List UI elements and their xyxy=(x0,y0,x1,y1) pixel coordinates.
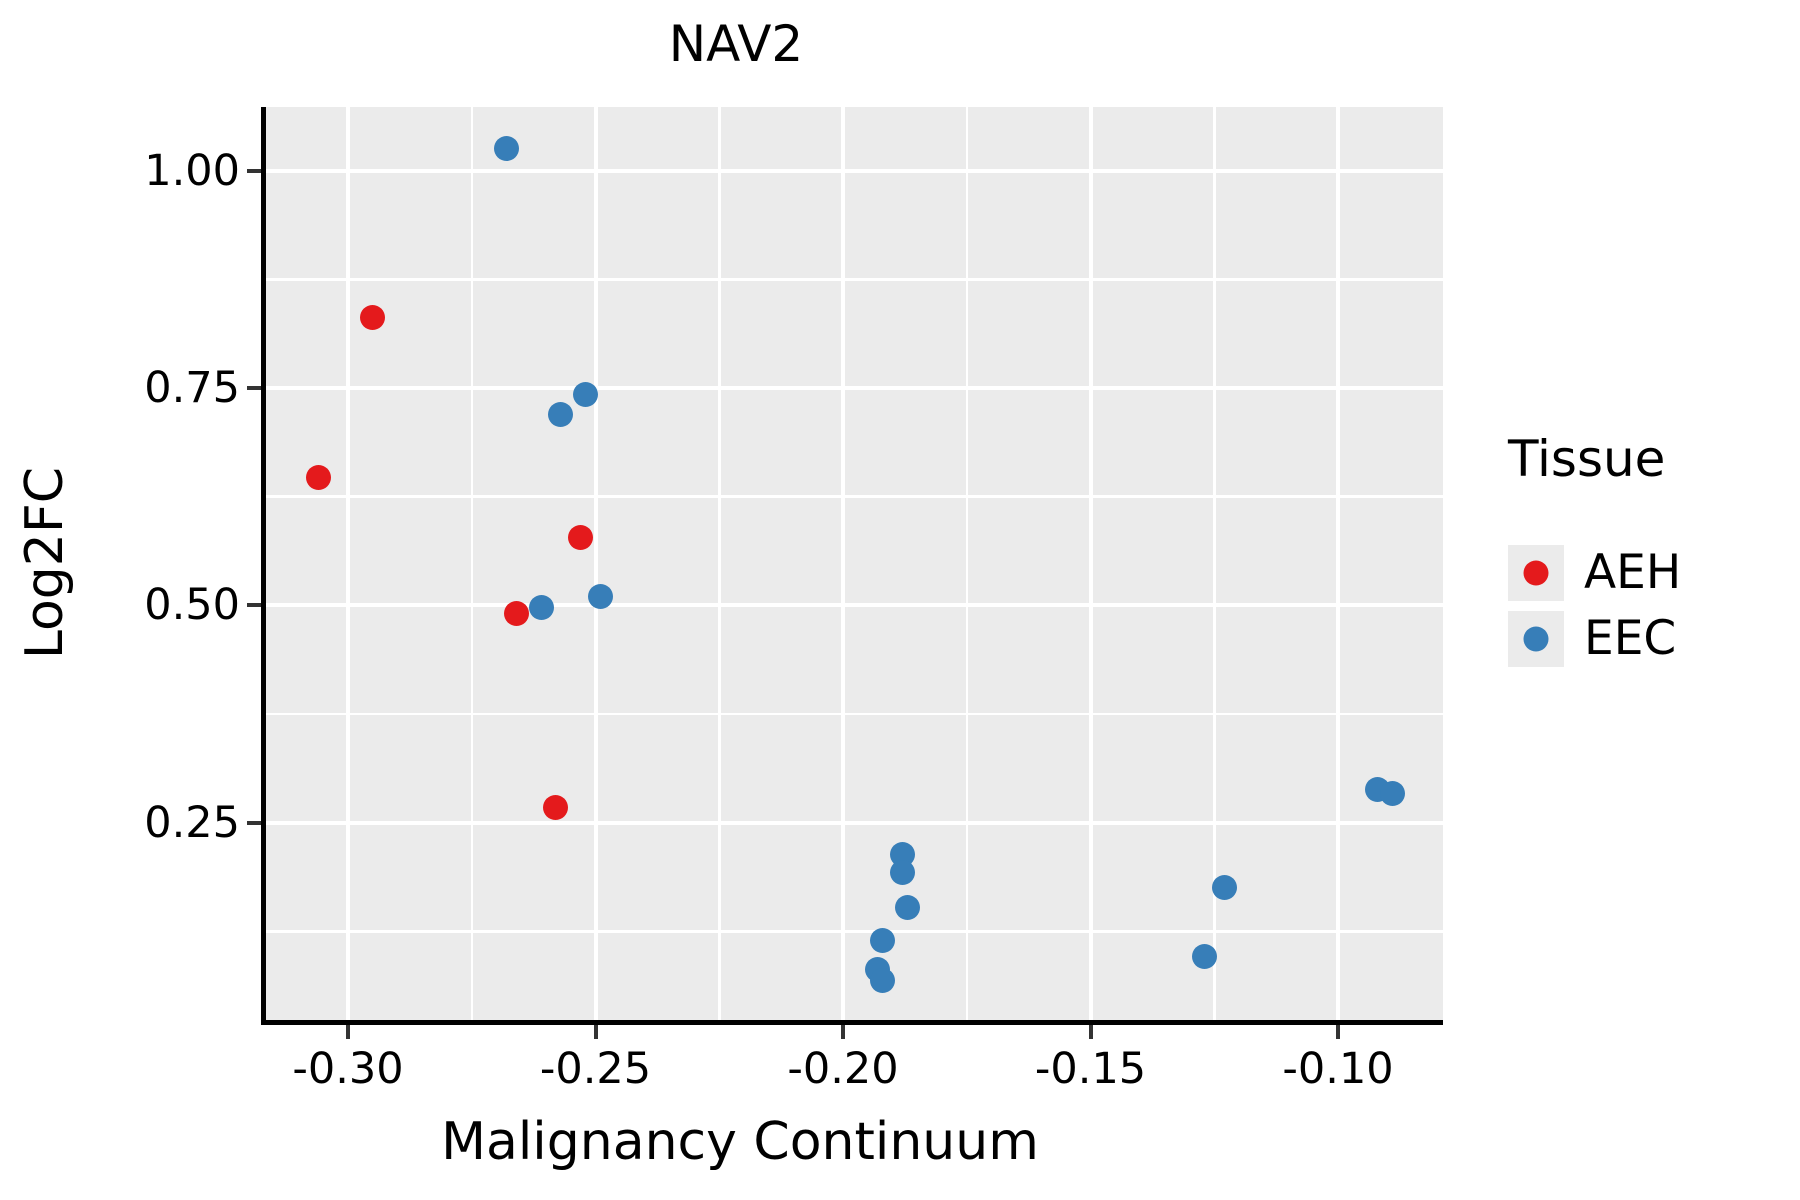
y-tick-mark xyxy=(247,603,261,608)
x-major-gridline xyxy=(841,107,846,1020)
y-tick-mark xyxy=(247,820,261,825)
legend-key-dot xyxy=(1523,560,1549,586)
data-point-eec xyxy=(573,382,599,408)
legend-key xyxy=(1508,611,1564,667)
plot-panel xyxy=(266,107,1443,1020)
x-tick-mark xyxy=(841,1025,846,1039)
y-major-gridline xyxy=(266,820,1443,825)
data-point-eec xyxy=(1380,781,1405,807)
y-major-gridline xyxy=(266,168,1443,173)
x-tick-mark xyxy=(346,1025,351,1039)
data-point-eec xyxy=(870,968,896,994)
x-axis-title: Malignancy Continuum xyxy=(441,1112,1039,1172)
data-point-aeh xyxy=(305,465,331,491)
x-tick-label: -0.25 xyxy=(539,1044,652,1094)
x-minor-gridline xyxy=(965,107,969,1020)
legend-entry: AEH xyxy=(1508,540,1681,606)
data-point-eec xyxy=(548,401,574,427)
data-point-eec xyxy=(894,895,920,921)
y-tick-label: 0.50 xyxy=(144,580,240,631)
legend: Tissue AEH EEC xyxy=(1508,430,1681,672)
data-point-aeh xyxy=(503,600,529,626)
data-point-eec xyxy=(493,136,519,162)
x-minor-gridline xyxy=(1213,107,1216,1020)
y-major-gridline xyxy=(266,603,1443,608)
legend-entry: EEC xyxy=(1508,606,1681,672)
data-point-eec xyxy=(528,594,554,620)
data-point-aeh xyxy=(568,525,594,550)
x-tick-label: -0.20 xyxy=(787,1044,899,1094)
y-minor-gridline xyxy=(266,278,1443,281)
data-point-eec xyxy=(889,859,915,885)
data-point-aeh xyxy=(543,795,569,821)
y-axis-line xyxy=(261,107,266,1025)
x-tick-label: -0.10 xyxy=(1282,1044,1394,1094)
x-tick-mark xyxy=(1088,1025,1093,1039)
data-point-eec xyxy=(1191,943,1217,969)
x-major-gridline xyxy=(1088,107,1093,1020)
legend-entry-label: AEH xyxy=(1584,545,1682,600)
y-tick-label: 0.75 xyxy=(144,363,240,413)
legend-key-dot xyxy=(1523,626,1549,652)
chart-title: NAV2 xyxy=(668,15,804,73)
y-tick-mark xyxy=(247,168,261,173)
x-major-gridline xyxy=(1336,107,1341,1020)
x-tick-label: -0.30 xyxy=(292,1044,404,1094)
y-minor-gridline xyxy=(266,930,1443,933)
y-tick-mark xyxy=(247,386,261,390)
data-point-eec xyxy=(870,928,896,954)
y-minor-gridline xyxy=(266,495,1443,498)
legend-entry-label: EEC xyxy=(1584,611,1677,666)
y-major-gridline xyxy=(266,386,1443,390)
data-point-eec xyxy=(587,584,613,610)
y-tick-label: 1.00 xyxy=(144,145,240,196)
x-axis-line xyxy=(261,1020,1443,1025)
data-point-aeh xyxy=(360,305,386,331)
legend-key xyxy=(1508,545,1564,601)
x-major-gridline xyxy=(346,107,351,1020)
y-tick-label: 0.25 xyxy=(144,797,240,848)
x-major-gridline xyxy=(593,107,598,1020)
y-minor-gridline xyxy=(266,712,1443,716)
x-minor-gridline xyxy=(470,107,474,1020)
x-tick-mark xyxy=(1336,1025,1341,1039)
y-axis-title: Log2FC xyxy=(15,466,75,660)
x-minor-gridline xyxy=(718,107,721,1020)
legend-entries: AEH EEC xyxy=(1508,540,1681,672)
data-point-eec xyxy=(1211,875,1237,901)
x-tick-mark xyxy=(593,1025,598,1039)
x-tick-label: -0.15 xyxy=(1034,1044,1147,1094)
legend-title: Tissue xyxy=(1508,430,1666,488)
